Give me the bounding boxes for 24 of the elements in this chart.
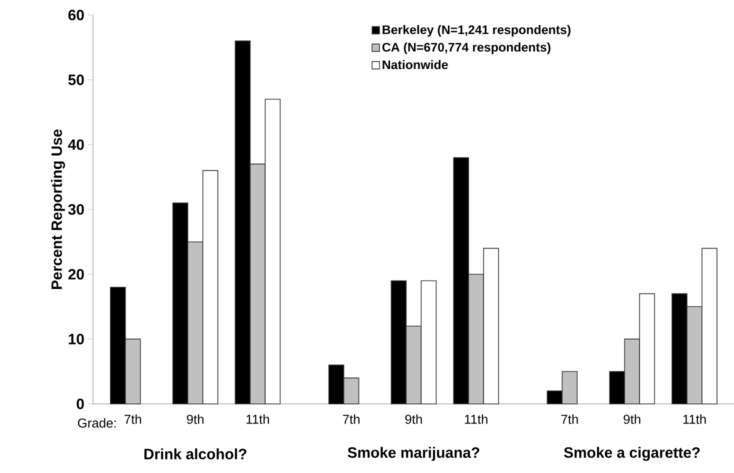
x-tick-label: 7th <box>561 414 578 424</box>
legend-label: CA (N=670,774 respondents) <box>382 42 550 54</box>
y-tick-label: 50 <box>68 74 84 86</box>
x-tick-label: 9th <box>186 414 204 424</box>
text: Smoke a cigarette? <box>564 446 700 461</box>
y-axis-title: Percent Reporting Use <box>51 130 66 290</box>
x-tick-label: 11th <box>464 414 488 424</box>
legend-label: Berkeley (N=1,241 respondents) <box>382 25 570 37</box>
y-tick-label: 0 <box>76 398 84 410</box>
text: Smoke marijuana? <box>348 446 480 461</box>
x-tick-label: 7th <box>342 414 360 424</box>
y-tick-label: 30 <box>68 204 84 215</box>
text: Drink alcohol? <box>144 448 246 460</box>
x-tick-label: 11th <box>246 414 269 424</box>
text: Grade: <box>78 418 116 428</box>
x-tick-label: 11th <box>683 414 706 424</box>
x-tick-label: 9th <box>405 414 422 424</box>
x-tick-label: 9th <box>624 414 640 424</box>
legend-label: Nationwide <box>382 60 448 70</box>
y-tick-label: 60 <box>68 10 84 20</box>
y-tick-label: 40 <box>68 139 84 150</box>
y-tick-label: 10 <box>68 334 84 344</box>
x-tick-label: 7th <box>124 414 142 424</box>
y-tick-label: 20 <box>68 269 84 280</box>
